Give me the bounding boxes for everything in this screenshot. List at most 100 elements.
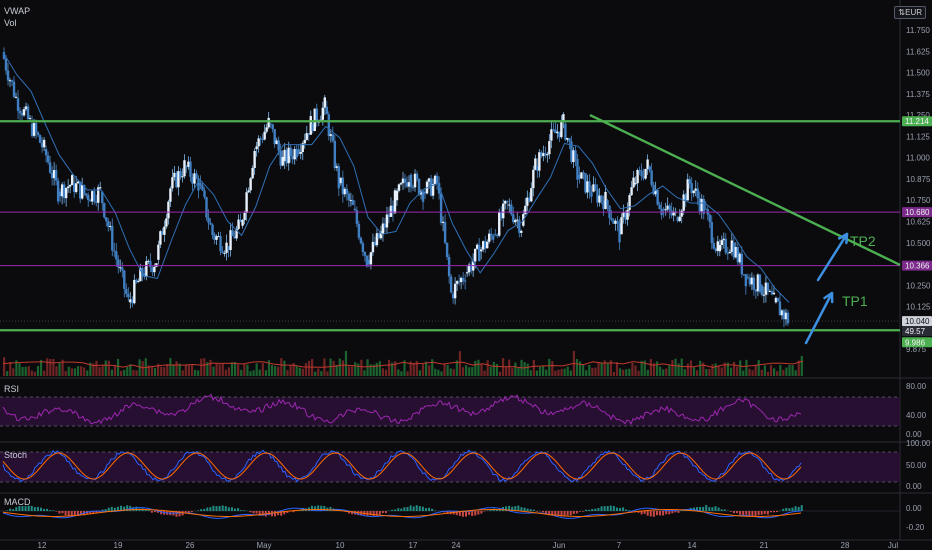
macd-histogram-bar [197, 510, 200, 511]
candle-body [646, 159, 649, 169]
volume-bar [344, 350, 348, 376]
macd-histogram-bar [696, 507, 698, 511]
candle-body [111, 225, 114, 251]
volume-bar [751, 370, 754, 376]
macd-histogram-bar [46, 508, 49, 511]
stoch-label[interactable]: Stoch [4, 450, 28, 460]
candle-body [548, 141, 551, 155]
volume-bar [227, 367, 231, 376]
macd-label[interactable]: MACD [4, 497, 31, 507]
currency-badge[interactable]: ⇅EUR [894, 6, 926, 19]
macd-histogram-bar [52, 510, 55, 511]
volume-bar [655, 361, 659, 376]
macd-histogram-bar [123, 506, 126, 511]
macd-histogram-bar [150, 511, 153, 513]
macd-histogram-bar [609, 505, 612, 511]
price-tick-label: 10.500 [906, 239, 931, 248]
stoch-tick-label: 0.00 [906, 482, 922, 491]
candle-body [532, 169, 535, 189]
macd-histogram-bar [523, 507, 526, 511]
candle-body [552, 129, 555, 131]
candle-body [101, 191, 104, 204]
volume-bar [30, 370, 33, 376]
volume-bar [560, 368, 563, 376]
macd-histogram-bar [560, 511, 563, 517]
macd-histogram-bar [224, 506, 227, 511]
macd-histogram-bar [381, 511, 384, 514]
candle-body [614, 220, 617, 224]
macd-histogram-bar [455, 511, 458, 516]
volume-bar [153, 368, 157, 376]
volume-bar [237, 364, 240, 376]
macd-tick-label: 0.00 [906, 504, 922, 513]
candle-body [550, 129, 553, 141]
candle-body [756, 274, 760, 292]
volume-bar [760, 369, 763, 376]
candle-body [4, 58, 8, 71]
candle-body [760, 285, 764, 295]
candle-body [494, 234, 497, 236]
macd-histogram-bar [215, 506, 218, 511]
macd-histogram-bar [157, 511, 159, 513]
candle-body [389, 205, 393, 217]
macd-histogram-bar [237, 508, 240, 511]
volume-bar [683, 369, 686, 376]
candle-body [520, 230, 523, 233]
macd-histogram-bar [508, 505, 511, 511]
candle-body [381, 223, 385, 235]
volume-bar [708, 369, 711, 376]
macd-histogram-bar [175, 511, 178, 517]
volume-bar [631, 362, 634, 376]
candle-body [718, 244, 721, 252]
candle-body [626, 209, 629, 220]
volume-bar [566, 366, 569, 376]
macd-histogram-bar [668, 511, 671, 515]
candle-body [68, 185, 72, 187]
macd-histogram-bar [769, 511, 772, 513]
candle-body [241, 220, 244, 226]
volume-bar [615, 362, 619, 376]
vol-legend[interactable]: Vol [4, 18, 17, 28]
volume-bar [360, 359, 363, 376]
candle-body [269, 123, 272, 125]
candle-body [44, 149, 48, 156]
candle-body [333, 140, 337, 168]
volume-bar [674, 358, 677, 376]
candle-body [385, 214, 389, 228]
candle-body [363, 251, 367, 256]
volume-bar [563, 368, 566, 376]
candle-body [203, 190, 206, 198]
candle-body [36, 132, 40, 136]
macd-histogram-bar [431, 508, 434, 511]
volume-bar [628, 368, 631, 376]
candle-body [496, 235, 499, 237]
candle-body [251, 168, 254, 179]
volume-bar [686, 363, 689, 376]
candle-body [125, 288, 128, 294]
volume-bar [594, 367, 597, 376]
vwap-legend[interactable]: VWAP [4, 6, 31, 16]
volume-bar [575, 359, 579, 376]
volume-bar [261, 363, 264, 376]
candle-body [506, 200, 509, 202]
candle-body [411, 187, 415, 189]
candle-body [419, 191, 423, 195]
candle-body [14, 96, 18, 98]
candle-body [149, 260, 152, 268]
volume-bar [206, 362, 209, 376]
candle-body [570, 141, 573, 163]
volume-bar [240, 369, 243, 376]
price-tick-label: 10.875 [906, 175, 931, 184]
rsi-label[interactable]: RSI [4, 384, 20, 394]
macd-histogram-bar [412, 506, 415, 511]
candle-body [409, 174, 413, 188]
volume-bar [9, 362, 12, 376]
candle-body [387, 214, 391, 217]
volume-bar [505, 366, 508, 376]
macd-histogram-bar [575, 511, 578, 514]
volume-bar [717, 366, 720, 376]
candle-body [137, 281, 140, 283]
candle-body [395, 190, 399, 201]
candle-body [117, 259, 120, 268]
